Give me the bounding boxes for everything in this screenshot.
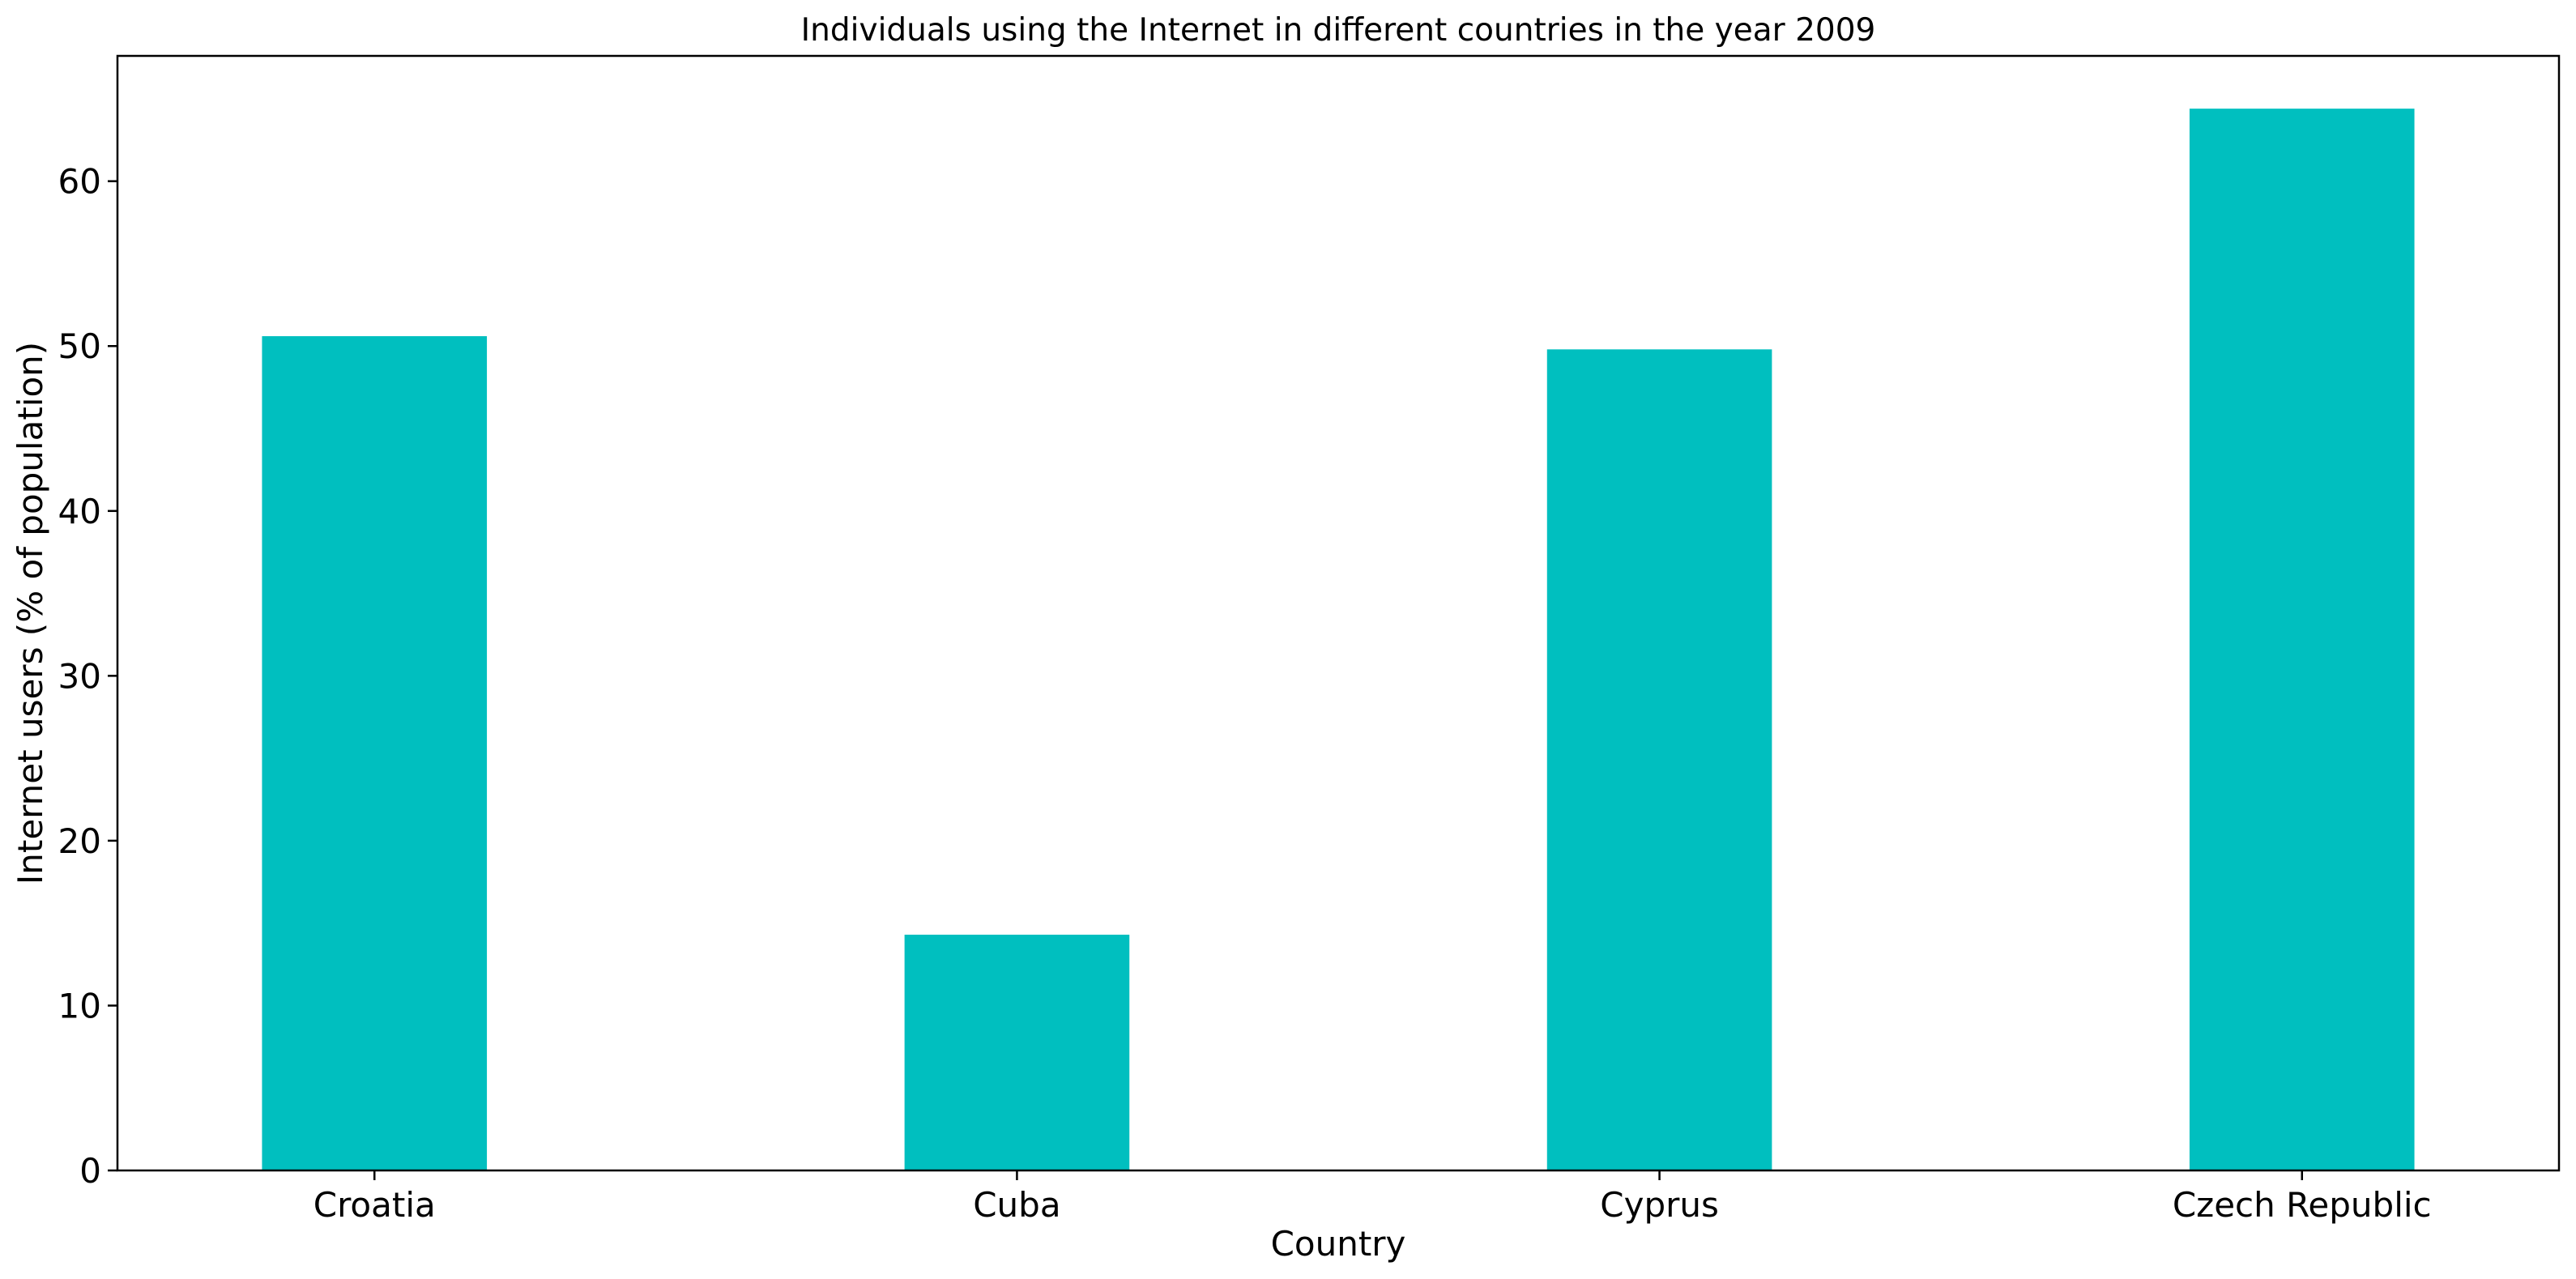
x-tick-label: Croatia: [313, 1185, 436, 1225]
y-axis: 0 10 20 30 40 50 60: [58, 162, 117, 1191]
bar-cuba: [904, 934, 1130, 1170]
plot-frame: [116, 54, 2561, 1172]
y-tick-label: 40: [58, 492, 101, 531]
y-tick-label: 10: [58, 986, 101, 1025]
bar-cyprus: [1546, 349, 1772, 1170]
bar-croatia: [262, 336, 488, 1170]
x-axis: Croatia Cuba Cyprus Czech Republic: [313, 1170, 2432, 1225]
bars-group: [262, 109, 2415, 1170]
x-tick-label: Cuba: [973, 1185, 1060, 1225]
y-tick-label: 60: [58, 162, 101, 202]
y-tick-label: 30: [58, 656, 101, 696]
y-tick-label: 0: [79, 1151, 101, 1191]
y-axis-label: Internet users (% of population): [11, 342, 50, 885]
x-axis-label: Country: [1271, 1224, 1406, 1264]
bar-czech-republic: [2189, 109, 2415, 1170]
x-tick-label: Cyprus: [1600, 1185, 1719, 1225]
x-tick-label: Czech Republic: [2173, 1185, 2432, 1225]
chart-title: Individuals using the Internet in differ…: [801, 12, 1876, 49]
y-tick-label: 20: [58, 821, 101, 861]
y-tick-label: 50: [58, 326, 101, 366]
